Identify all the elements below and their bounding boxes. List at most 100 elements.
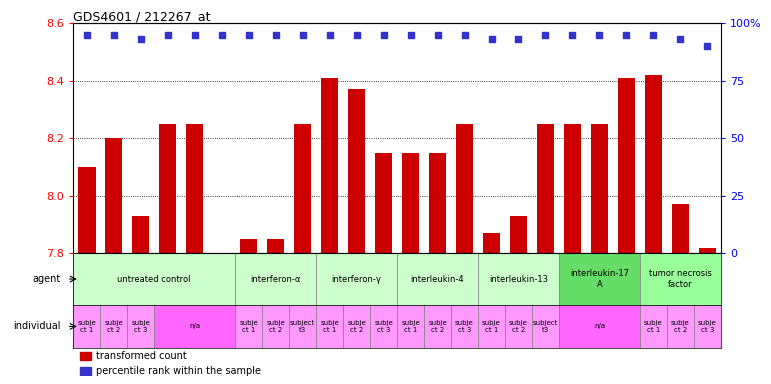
Point [566, 31, 578, 38]
Bar [559, 305, 640, 348]
Bar [537, 124, 554, 253]
Bar [564, 124, 581, 253]
Bar [694, 305, 721, 348]
Text: subje
ct 2: subje ct 2 [671, 320, 690, 333]
Bar [402, 152, 419, 253]
Bar [289, 305, 316, 348]
Text: subject
t3: subject t3 [290, 320, 315, 333]
Text: interleukin-4: interleukin-4 [411, 275, 464, 283]
Bar [79, 352, 92, 360]
Point [674, 36, 686, 42]
Text: subje
ct 2: subje ct 2 [347, 320, 366, 333]
Bar [267, 239, 284, 253]
Bar [127, 305, 154, 348]
Bar [105, 138, 123, 253]
Bar [640, 253, 721, 305]
Bar [591, 124, 608, 253]
Point [432, 31, 444, 38]
Text: percentile rank within the sample: percentile rank within the sample [96, 366, 261, 376]
Point [594, 31, 606, 38]
Text: subje
ct 1: subje ct 1 [482, 320, 501, 333]
Bar [645, 75, 662, 253]
Bar [73, 305, 100, 348]
Bar [618, 78, 635, 253]
Text: subje
ct 1: subje ct 1 [401, 320, 420, 333]
Text: subje
ct 2: subje ct 2 [266, 320, 285, 333]
Text: subject
t3: subject t3 [533, 320, 558, 333]
Bar [456, 124, 473, 253]
Bar [699, 248, 716, 253]
Bar [79, 367, 92, 376]
Bar [343, 305, 370, 348]
Point [324, 31, 336, 38]
Text: subje
ct 3: subje ct 3 [374, 320, 393, 333]
Text: subje
ct 2: subje ct 2 [509, 320, 528, 333]
Text: agent: agent [32, 274, 60, 284]
Bar [100, 305, 127, 348]
Point [242, 31, 254, 38]
Point [270, 31, 282, 38]
Bar [397, 305, 424, 348]
Text: untreated control: untreated control [117, 275, 191, 283]
Text: subje
ct 2: subje ct 2 [428, 320, 447, 333]
Bar [510, 216, 527, 253]
Point [188, 31, 200, 38]
Bar [483, 233, 500, 253]
Bar [424, 305, 451, 348]
Bar [240, 239, 258, 253]
Bar [316, 305, 343, 348]
Point [296, 31, 308, 38]
Bar [132, 216, 150, 253]
Text: n/a: n/a [189, 323, 200, 329]
Text: subje
ct 1: subje ct 1 [239, 320, 258, 333]
Text: subje
ct 1: subje ct 1 [320, 320, 339, 333]
Text: transformed count: transformed count [96, 351, 187, 361]
Bar [321, 78, 338, 253]
Text: GDS4601 / 212267_at: GDS4601 / 212267_at [73, 10, 210, 23]
Bar [316, 253, 397, 305]
Bar [159, 124, 177, 253]
Bar [73, 253, 235, 305]
Text: individual: individual [13, 321, 60, 331]
Text: subje
ct 3: subje ct 3 [455, 320, 474, 333]
Bar [451, 305, 478, 348]
Text: subje
ct 3: subje ct 3 [698, 320, 717, 333]
Bar [235, 305, 262, 348]
Text: tumor necrosis
factor: tumor necrosis factor [649, 269, 712, 289]
Text: n/a: n/a [594, 323, 605, 329]
Bar [235, 253, 316, 305]
Bar [478, 253, 559, 305]
Bar [478, 305, 505, 348]
Text: subje
ct 1: subje ct 1 [77, 320, 96, 333]
Bar [78, 167, 96, 253]
Point [81, 31, 93, 38]
Point [486, 36, 498, 42]
Text: subje
ct 3: subje ct 3 [131, 320, 150, 333]
Bar [672, 205, 689, 253]
Text: subje
ct 2: subje ct 2 [104, 320, 123, 333]
Point [134, 36, 146, 42]
Point [108, 31, 120, 38]
Bar [397, 253, 478, 305]
Bar [154, 305, 235, 348]
Bar [262, 305, 289, 348]
Point [512, 36, 524, 42]
Bar [640, 305, 667, 348]
Point [161, 31, 173, 38]
Text: subje
ct 1: subje ct 1 [644, 320, 663, 333]
Point [620, 31, 632, 38]
Point [458, 31, 470, 38]
Bar [429, 152, 446, 253]
Bar [348, 89, 365, 253]
Point [404, 31, 416, 38]
Bar [375, 152, 392, 253]
Point [377, 31, 389, 38]
Bar [294, 124, 311, 253]
Bar [505, 305, 532, 348]
Text: interleukin-13: interleukin-13 [489, 275, 548, 283]
Point [350, 31, 363, 38]
Text: interleukin-17
A: interleukin-17 A [570, 269, 629, 289]
Point [216, 31, 228, 38]
Bar [186, 124, 204, 253]
Bar [370, 305, 397, 348]
